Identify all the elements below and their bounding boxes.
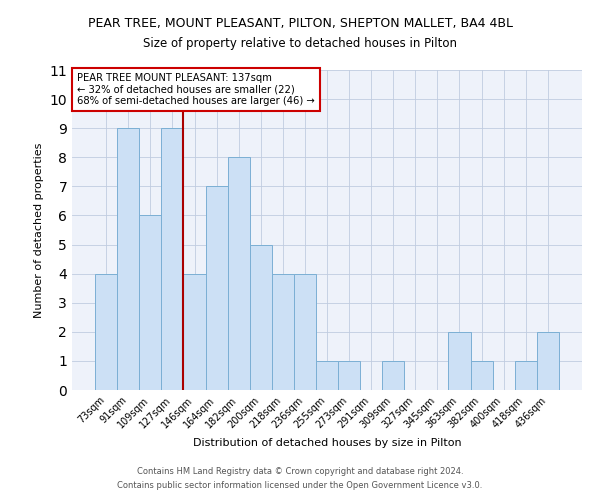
Text: Contains HM Land Registry data © Crown copyright and database right 2024.: Contains HM Land Registry data © Crown c… [137, 467, 463, 476]
Bar [206, 186, 227, 390]
Bar [184, 274, 206, 390]
Bar [294, 274, 316, 390]
Bar [227, 158, 250, 390]
Text: PEAR TREE, MOUNT PLEASANT, PILTON, SHEPTON MALLET, BA4 4BL: PEAR TREE, MOUNT PLEASANT, PILTON, SHEPT… [88, 18, 512, 30]
Bar [95, 274, 117, 390]
Bar [272, 274, 294, 390]
Bar [117, 128, 139, 390]
Bar [448, 332, 470, 390]
Text: PEAR TREE MOUNT PLEASANT: 137sqm
← 32% of detached houses are smaller (22)
68% o: PEAR TREE MOUNT PLEASANT: 137sqm ← 32% o… [77, 73, 315, 106]
X-axis label: Distribution of detached houses by size in Pilton: Distribution of detached houses by size … [193, 438, 461, 448]
Bar [139, 216, 161, 390]
Bar [382, 361, 404, 390]
Bar [250, 244, 272, 390]
Bar [161, 128, 184, 390]
Bar [316, 361, 338, 390]
Text: Contains public sector information licensed under the Open Government Licence v3: Contains public sector information licen… [118, 481, 482, 490]
Text: Size of property relative to detached houses in Pilton: Size of property relative to detached ho… [143, 38, 457, 51]
Y-axis label: Number of detached properties: Number of detached properties [34, 142, 44, 318]
Bar [338, 361, 360, 390]
Bar [537, 332, 559, 390]
Bar [515, 361, 537, 390]
Bar [470, 361, 493, 390]
